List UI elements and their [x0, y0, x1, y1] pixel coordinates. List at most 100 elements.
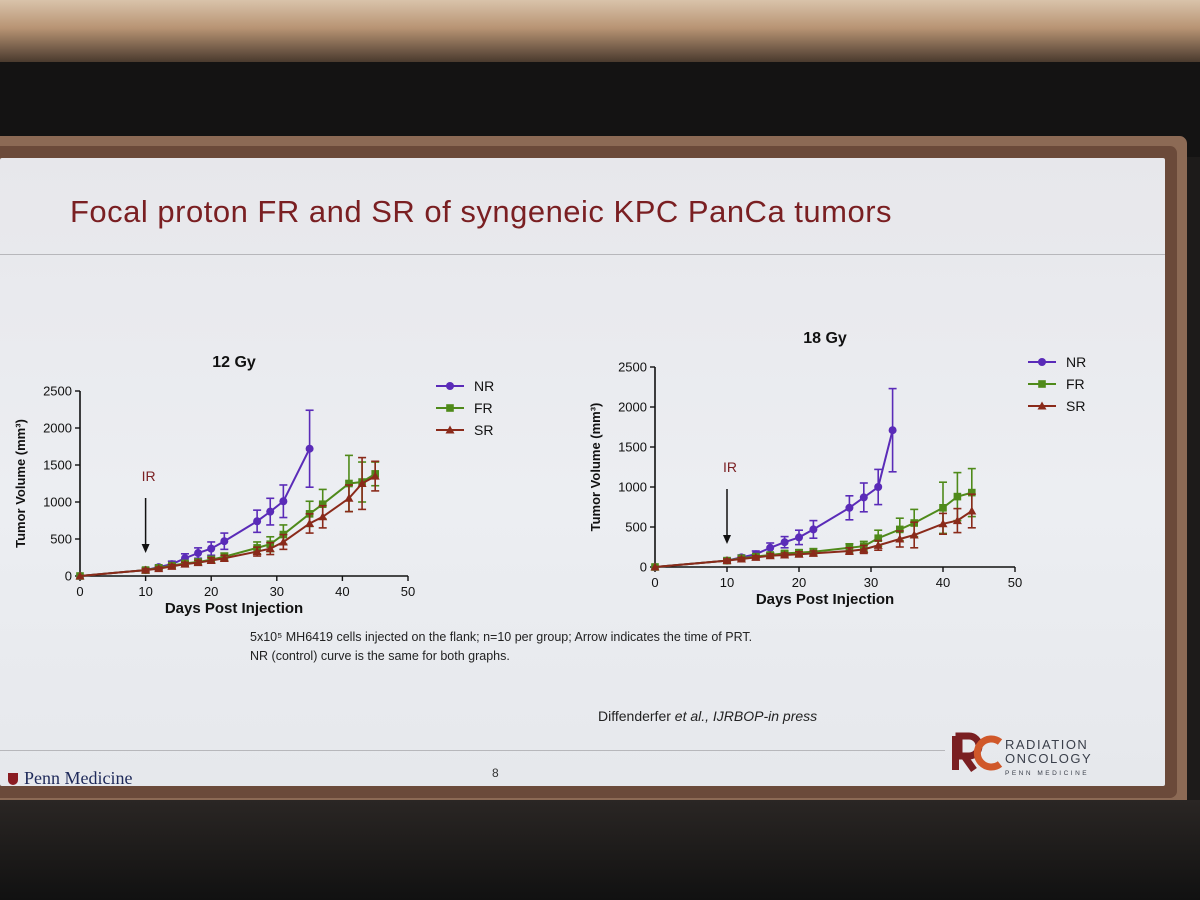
data-point [874, 534, 882, 542]
page-number: 8 [492, 766, 499, 780]
legend-marker-icon [446, 404, 454, 412]
y-tick-label: 500 [625, 520, 647, 535]
legend-label: NR [474, 378, 494, 394]
data-point [751, 552, 761, 561]
data-point [180, 559, 190, 568]
legend-label: FR [1066, 376, 1085, 392]
x-tick-label: 10 [138, 584, 152, 599]
data-point [357, 479, 367, 487]
y-tick-label: 2000 [43, 421, 72, 436]
data-point [845, 503, 854, 512]
data-point [154, 564, 164, 573]
x-tick-label: 30 [864, 575, 878, 590]
x-tick-label: 30 [270, 584, 284, 599]
series-line [79, 475, 376, 577]
data-point [808, 548, 818, 557]
x-tick-label: 20 [204, 584, 218, 599]
x-tick-label: 40 [936, 575, 950, 590]
x-axis-label: Days Post Injection [165, 600, 303, 617]
legend-entry-fr: FR [1028, 376, 1085, 392]
footnote: 5x10⁵ MH6419 cells injected on the flank… [250, 628, 752, 666]
data-point [279, 497, 288, 506]
data-point [888, 426, 897, 435]
legend-entry-nr: NR [1028, 354, 1086, 370]
data-point [194, 549, 203, 558]
floor-background [0, 800, 1200, 900]
citation-etal: et al., IJRBOP-in press [674, 708, 818, 724]
data-point [344, 493, 354, 502]
footer-divider [0, 750, 945, 751]
slide-title: Focal proton FR and SR of syngeneic KPC … [70, 194, 893, 229]
legend-entry-fr: FR [436, 400, 493, 416]
data-point [167, 561, 177, 570]
data-point [967, 506, 977, 515]
logo-line-1: RADIATION [1005, 737, 1089, 752]
data-point [859, 544, 869, 553]
ir-arrow-head-icon [141, 544, 150, 553]
data-point [809, 525, 818, 534]
series-sr [75, 456, 380, 580]
logo-line-3: PENN MEDICINE [1005, 770, 1090, 777]
legend-label: SR [474, 422, 493, 438]
data-point [265, 544, 275, 553]
data-point [953, 492, 962, 501]
legend-marker-icon [1038, 380, 1046, 388]
legend-marker-icon [445, 425, 455, 434]
data-point [766, 543, 775, 552]
data-point [305, 518, 315, 527]
legend-entry-nr: NR [436, 378, 494, 394]
y-tick-label: 2500 [43, 384, 72, 399]
series-nr [76, 409, 314, 580]
ceiling-background [0, 0, 1200, 62]
series-line [79, 448, 311, 577]
x-axis-label: Days Post Injection [756, 591, 894, 608]
x-tick-label: 0 [651, 575, 658, 590]
legend-label: FR [474, 400, 493, 416]
data-point [252, 547, 262, 556]
legend-marker-icon [446, 382, 454, 390]
y-tick-label: 0 [65, 569, 72, 584]
legend-entry-sr: SR [1028, 398, 1085, 414]
x-tick-label: 50 [401, 584, 415, 599]
chart-1: 12 Gy 0 500 1000 1500 2000 2500 0 10 20 30 40 50 Days… [13, 354, 494, 617]
data-point [318, 512, 328, 521]
series-sr [650, 493, 977, 571]
radiation-oncology-logo-icon [952, 732, 1003, 773]
legend-marker-icon [1038, 358, 1046, 366]
data-point [938, 519, 948, 528]
title-divider [0, 254, 1165, 255]
y-axis-label: Tumor Volume (mm³) [13, 419, 28, 548]
data-point [780, 550, 790, 559]
chart-2: 18 Gy 0 500 1000 1500 2000 2500 0 10 20 30 40 50 Days… [588, 330, 1086, 608]
y-tick-label: 1000 [43, 495, 72, 510]
data-point [736, 554, 746, 563]
projected-slide: Focal proton FR and SR of syngeneic KPC … [0, 158, 1165, 789]
data-point [219, 553, 229, 562]
legend-label: NR [1066, 354, 1086, 370]
citation-authors: Diffenderfer [598, 708, 675, 724]
wall-background [0, 62, 1200, 157]
series-line [654, 510, 973, 568]
x-tick-label: 50 [1008, 575, 1022, 590]
data-point [873, 540, 883, 549]
data-point [650, 562, 660, 571]
data-point [765, 551, 775, 560]
data-point [75, 571, 85, 580]
y-tick-label: 1000 [618, 480, 647, 495]
penn-shield-icon [8, 773, 18, 785]
data-point [896, 525, 904, 534]
chart-title: 12 Gy [212, 354, 256, 371]
footnote-line-2: NR (control) curve is the same for both … [250, 649, 510, 663]
data-point [253, 517, 262, 526]
data-point [895, 534, 905, 543]
citation: Diffenderfer et al., IJRBOP-in press [598, 708, 817, 724]
data-point [859, 493, 868, 502]
data-point [844, 546, 854, 555]
footnote-line-1: 5x10⁵ MH6419 cells injected on the flank… [250, 630, 753, 644]
data-point [968, 488, 976, 497]
penn-medicine-logo: Penn Medicine [8, 768, 132, 789]
x-tick-label: 40 [335, 584, 349, 599]
data-point [206, 555, 216, 564]
data-point [874, 483, 883, 491]
